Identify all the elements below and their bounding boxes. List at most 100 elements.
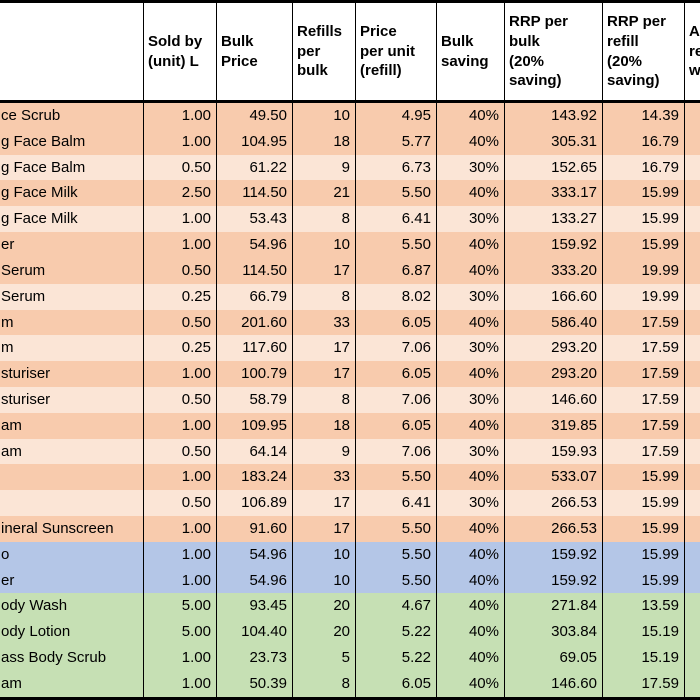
- bulk-price-cell[interactable]: 64.14: [217, 438, 293, 465]
- bulk-price-cell[interactable]: 49.50: [217, 103, 293, 129]
- sold-by-cell[interactable]: 5.00: [144, 593, 217, 620]
- sold-by-cell[interactable]: 1.00: [144, 361, 217, 387]
- sold-by-cell[interactable]: 1.00: [144, 645, 217, 671]
- header-refills[interactable]: Refills per bulk: [293, 3, 356, 100]
- product-name-cell[interactable]: g Face Milk: [0, 180, 144, 207]
- header-sold-by[interactable]: Sold by (unit) L: [144, 3, 217, 100]
- rrp-refill-cell[interactable]: 16.79: [603, 128, 685, 155]
- refills-cell[interactable]: 18: [293, 412, 356, 439]
- header-price-per-unit[interactable]: Price per unit (refill): [356, 3, 437, 100]
- rrp-refill-cell[interactable]: 15.99: [603, 180, 685, 207]
- bulk-price-cell[interactable]: 23.73: [217, 645, 293, 671]
- refills-cell[interactable]: 33: [293, 309, 356, 336]
- rrp-refill-cell[interactable]: 17.59: [603, 412, 685, 439]
- bulk-price-cell[interactable]: 66.79: [217, 283, 293, 310]
- price-per-unit-cell[interactable]: 6.05: [356, 670, 437, 697]
- price-per-unit-cell[interactable]: 6.05: [356, 412, 437, 439]
- product-name-cell[interactable]: am: [0, 438, 144, 465]
- partial-cell[interactable]: [685, 258, 700, 284]
- rrp-bulk-cell[interactable]: 159.92: [505, 541, 603, 568]
- price-per-unit-cell[interactable]: 6.41: [356, 490, 437, 516]
- bulk-saving-cell[interactable]: 30%: [437, 438, 505, 465]
- price-per-unit-cell[interactable]: 5.50: [356, 541, 437, 568]
- header-product[interactable]: [0, 3, 144, 100]
- refills-cell[interactable]: 33: [293, 464, 356, 491]
- partial-cell[interactable]: [685, 361, 700, 387]
- partial-cell[interactable]: [685, 671, 700, 697]
- product-name-cell[interactable]: [0, 464, 144, 491]
- partial-cell[interactable]: [685, 180, 700, 206]
- refills-cell[interactable]: 21: [293, 180, 356, 207]
- bulk-price-cell[interactable]: 93.45: [217, 593, 293, 620]
- product-name-cell[interactable]: am: [0, 670, 144, 697]
- bulk-price-cell[interactable]: 183.24: [217, 464, 293, 491]
- rrp-refill-cell[interactable]: 17.59: [603, 438, 685, 465]
- header-partial[interactable]: A re w: [689, 22, 700, 80]
- sold-by-cell[interactable]: 0.50: [144, 154, 217, 181]
- rrp-refill-cell[interactable]: 15.99: [603, 232, 685, 258]
- bulk-price-cell[interactable]: 54.96: [217, 541, 293, 568]
- price-per-unit-cell[interactable]: 5.50: [356, 464, 437, 491]
- price-per-unit-cell[interactable]: 6.73: [356, 154, 437, 181]
- partial-cell[interactable]: [685, 593, 700, 619]
- rrp-bulk-cell[interactable]: 333.20: [505, 257, 603, 284]
- price-per-unit-cell[interactable]: 5.77: [356, 128, 437, 155]
- product-name-cell[interactable]: m: [0, 309, 144, 336]
- refills-cell[interactable]: 9: [293, 154, 356, 181]
- partial-cell[interactable]: [685, 335, 700, 361]
- product-name-cell[interactable]: er: [0, 232, 144, 258]
- product-name-cell[interactable]: ody Wash: [0, 593, 144, 620]
- sold-by-cell[interactable]: 1.00: [144, 670, 217, 697]
- rrp-refill-cell[interactable]: 15.99: [603, 206, 685, 233]
- refills-cell[interactable]: 8: [293, 206, 356, 233]
- refills-cell[interactable]: 8: [293, 670, 356, 697]
- price-per-unit-cell[interactable]: 5.50: [356, 567, 437, 594]
- rrp-refill-cell[interactable]: 15.19: [603, 645, 685, 671]
- rrp-bulk-cell[interactable]: 146.60: [505, 386, 603, 413]
- price-per-unit-cell[interactable]: 7.06: [356, 335, 437, 362]
- rrp-refill-cell[interactable]: 14.39: [603, 103, 685, 129]
- sold-by-cell[interactable]: 1.00: [144, 128, 217, 155]
- header-bulk-saving[interactable]: Bulk saving: [437, 3, 505, 100]
- rrp-bulk-cell[interactable]: 303.84: [505, 619, 603, 646]
- product-name-cell[interactable]: Serum: [0, 257, 144, 284]
- bulk-saving-cell[interactable]: 40%: [437, 670, 505, 697]
- partial-cell[interactable]: [685, 387, 700, 413]
- product-name-cell[interactable]: am: [0, 412, 144, 439]
- refills-cell[interactable]: 17: [293, 516, 356, 542]
- rrp-bulk-cell[interactable]: 305.31: [505, 128, 603, 155]
- bulk-saving-cell[interactable]: 40%: [437, 257, 505, 284]
- rrp-bulk-cell[interactable]: 159.93: [505, 438, 603, 465]
- refills-cell[interactable]: 8: [293, 386, 356, 413]
- sold-by-cell[interactable]: 2.50: [144, 180, 217, 207]
- refills-cell[interactable]: 10: [293, 567, 356, 594]
- header-rrp-bulk[interactable]: RRP per bulk (20% saving): [505, 3, 603, 100]
- bulk-price-cell[interactable]: 104.40: [217, 619, 293, 646]
- rrp-refill-cell[interactable]: 15.99: [603, 541, 685, 568]
- bulk-saving-cell[interactable]: 40%: [437, 103, 505, 129]
- header-rrp-refill[interactable]: RRP per refill (20% saving): [603, 3, 685, 100]
- bulk-saving-cell[interactable]: 30%: [437, 283, 505, 310]
- bulk-saving-cell[interactable]: 30%: [437, 206, 505, 233]
- rrp-refill-cell[interactable]: 17.59: [603, 309, 685, 336]
- partial-cell[interactable]: [685, 619, 700, 645]
- sold-by-cell[interactable]: 1.00: [144, 232, 217, 258]
- product-name-cell[interactable]: g Face Balm: [0, 128, 144, 155]
- bulk-price-cell[interactable]: 106.89: [217, 490, 293, 516]
- refills-cell[interactable]: 9: [293, 438, 356, 465]
- bulk-saving-cell[interactable]: 40%: [437, 232, 505, 258]
- rrp-refill-cell[interactable]: 17.59: [603, 361, 685, 387]
- price-per-unit-cell[interactable]: 6.41: [356, 206, 437, 233]
- refills-cell[interactable]: 20: [293, 593, 356, 620]
- sold-by-cell[interactable]: 1.00: [144, 567, 217, 594]
- sold-by-cell[interactable]: 0.50: [144, 438, 217, 465]
- product-name-cell[interactable]: g Face Milk: [0, 206, 144, 233]
- partial-cell[interactable]: [685, 155, 700, 181]
- rrp-refill-cell[interactable]: 19.99: [603, 283, 685, 310]
- product-name-cell[interactable]: Serum: [0, 283, 144, 310]
- price-per-unit-cell[interactable]: 6.05: [356, 309, 437, 336]
- rrp-refill-cell[interactable]: 16.79: [603, 154, 685, 181]
- price-per-unit-cell[interactable]: 4.95: [356, 103, 437, 129]
- product-name-cell[interactable]: ody Lotion: [0, 619, 144, 646]
- sold-by-cell[interactable]: 5.00: [144, 619, 217, 646]
